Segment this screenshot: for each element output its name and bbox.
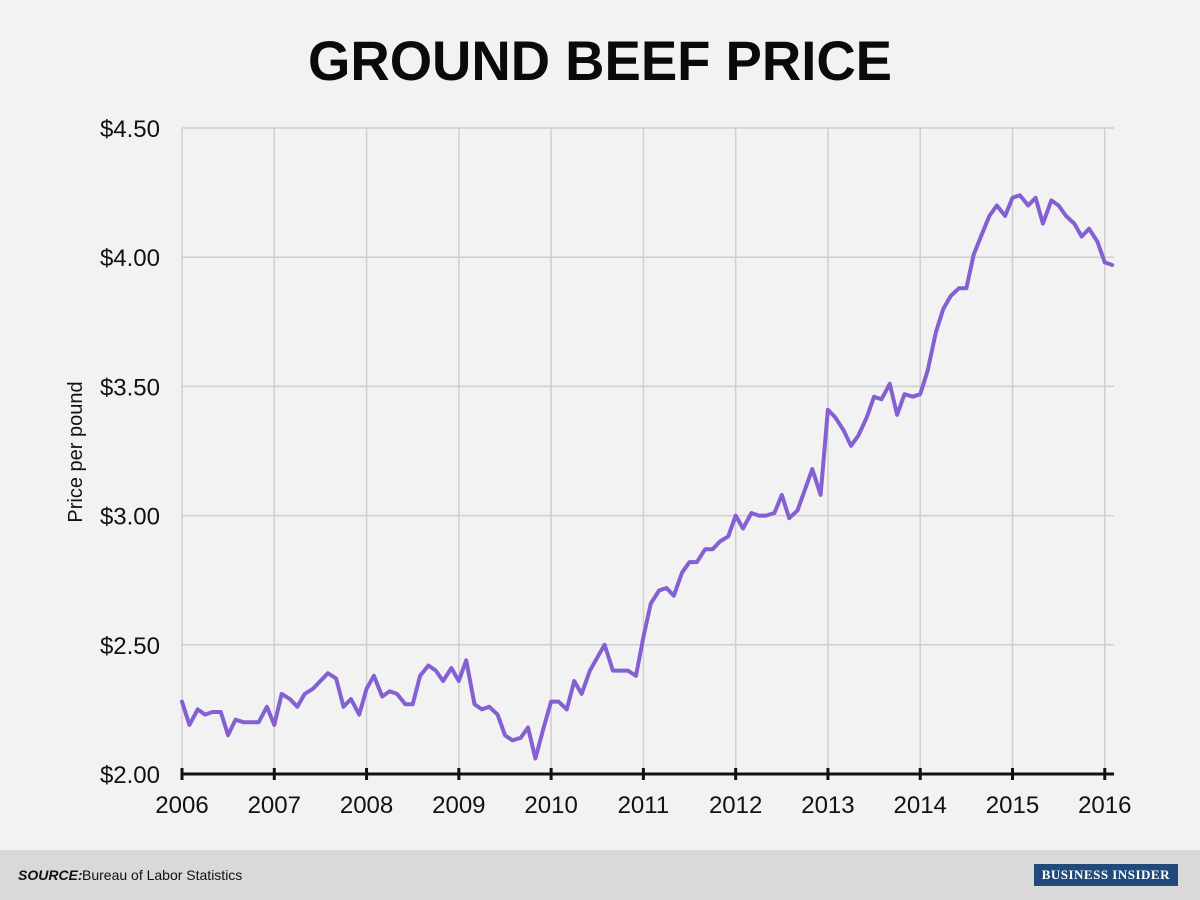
x-tick-label: 2006 [155, 792, 208, 819]
x-tick-label: 2015 [986, 792, 1039, 819]
price-series-line [180, 193, 1115, 761]
x-tick-label: 2008 [340, 792, 393, 819]
x-tick-label: 2014 [894, 792, 947, 819]
x-tick-label: 2009 [432, 792, 485, 819]
x-tick-label: 2011 [618, 792, 670, 819]
x-tick-label: 2016 [1078, 792, 1131, 819]
business-insider-logo: BUSINESS INSIDER [1033, 864, 1178, 886]
chart-title: GROUND BEEF PRICE [308, 29, 892, 92]
y-tick-label: $2.50 [100, 633, 160, 660]
y-tick-label: $3.50 [100, 374, 160, 401]
y-tick-labels: $2.00 $2.50 $3.00 $3.50 $4.00 $4.50 [100, 116, 160, 789]
x-tick-label: 2010 [524, 792, 577, 819]
x-axis [180, 768, 1114, 780]
x-tick-label: 2012 [709, 792, 762, 819]
x-gridlines [181, 128, 1106, 774]
x-tick-labels: 2006 2007 2008 2009 2010 2011 2012 2013 2014 2015… [155, 792, 1131, 819]
y-tick-label: $4.00 [100, 245, 160, 272]
source-text: Bureau of Labor Statistics [82, 867, 243, 883]
y-axis-label: Price per pound [65, 381, 87, 522]
y-tick-label: $3.00 [100, 504, 160, 531]
x-tick-label: 2013 [801, 792, 854, 819]
line-chart: GROUND BEEF PRICE $2.00 $2.50 $3.00 $3.50 $4… [65, 29, 1131, 819]
source-label: SOURCE: [18, 867, 83, 883]
x-tick-label: 2007 [248, 792, 301, 819]
y-tick-label: $2.00 [100, 762, 160, 789]
footer-bar: SOURCE: Bureau of Labor Statistics BUSIN… [0, 850, 1200, 900]
y-tick-label: $4.50 [100, 116, 160, 143]
